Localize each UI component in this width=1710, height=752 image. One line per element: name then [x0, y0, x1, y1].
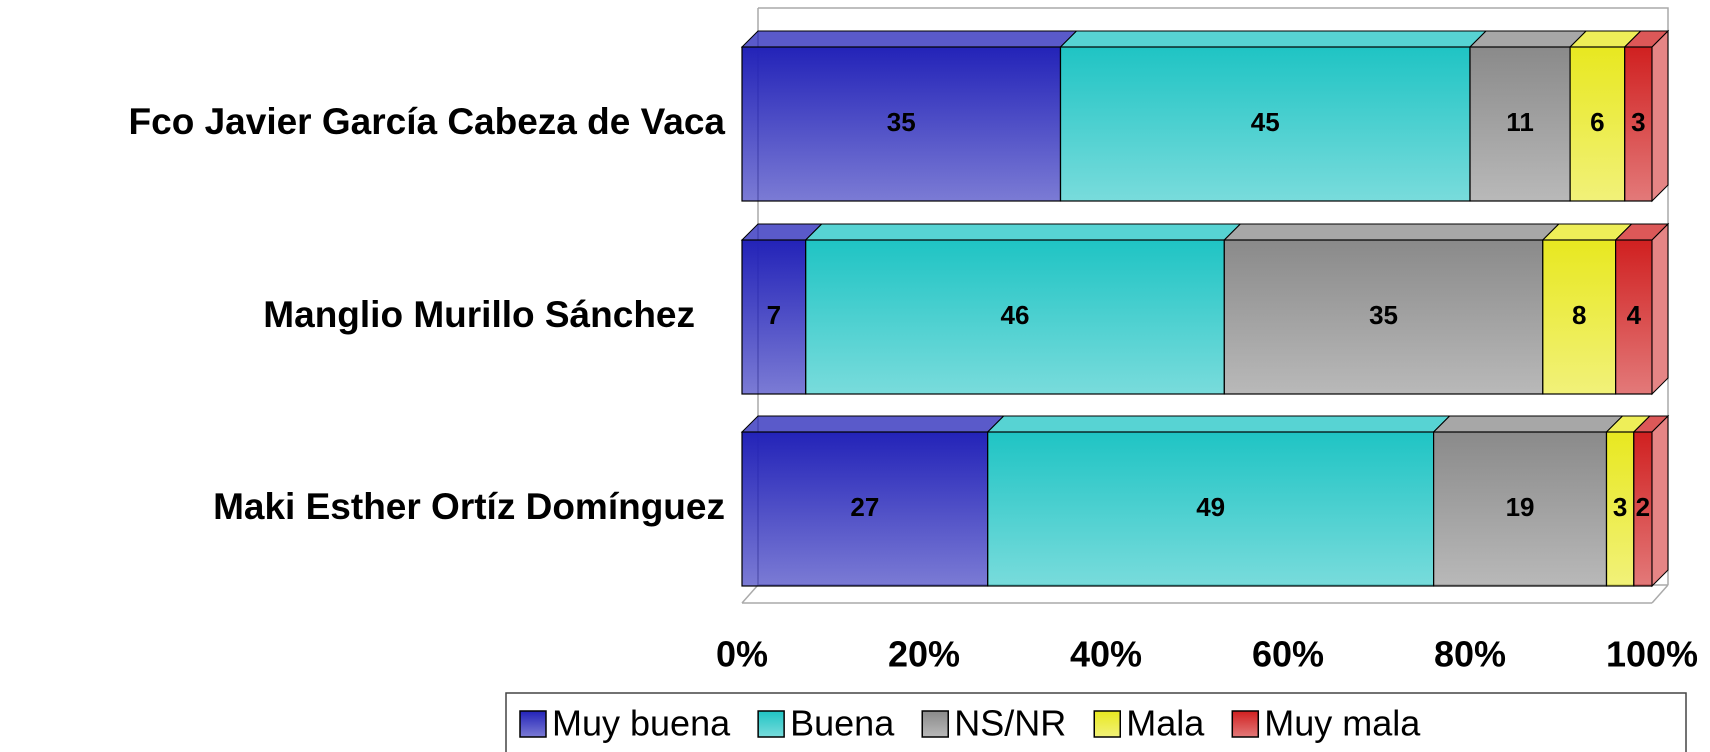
bar: [1624, 46, 1653, 202]
bar: [1569, 46, 1626, 202]
bar: [741, 431, 989, 587]
data-label: 27: [850, 492, 879, 522]
data-label: 19: [1506, 492, 1535, 522]
data-label: 3: [1613, 492, 1627, 522]
x-tick-label: 100%: [1606, 634, 1698, 675]
bar: [1542, 239, 1617, 395]
data-label: 7: [767, 300, 781, 330]
x-tick-label: 40%: [1070, 634, 1142, 675]
legend-swatch: [757, 710, 785, 738]
data-label: 45: [1251, 107, 1280, 137]
data-label: 8: [1572, 300, 1586, 330]
bar: [1223, 239, 1544, 395]
bar-top: [1468, 30, 1588, 48]
data-label: 3: [1631, 107, 1645, 137]
category-label: Manglio Murillo Sánchez: [263, 294, 695, 335]
legend-swatch: [921, 710, 949, 738]
legend-label: Muy mala: [1264, 703, 1421, 744]
data-label: 11: [1506, 107, 1534, 137]
bar-top: [1223, 223, 1561, 241]
x-tick-label: 60%: [1252, 634, 1324, 675]
data-label: 46: [1001, 300, 1030, 330]
data-label: 2: [1636, 492, 1650, 522]
bar: [805, 239, 1225, 395]
legend-label: Muy buena: [552, 703, 731, 744]
data-label: 35: [1369, 300, 1398, 330]
x-tick-label: 20%: [888, 634, 960, 675]
data-label: 35: [887, 107, 916, 137]
legend-swatch: [519, 710, 547, 738]
bar-top: [804, 223, 1242, 241]
bar: [1469, 46, 1571, 202]
bar-side: [1651, 414, 1669, 588]
category-label: Fco Javier García Cabeza de Vaca: [129, 101, 726, 142]
bar: [1432, 431, 1608, 587]
bar-top: [1432, 415, 1624, 433]
x-tick-label: 0%: [716, 634, 768, 675]
data-label: 6: [1590, 107, 1604, 137]
bar-top: [740, 415, 1005, 433]
bar-top: [986, 415, 1451, 433]
legend-label: Buena: [790, 703, 895, 744]
bar: [1059, 46, 1471, 202]
bar-top: [740, 30, 1078, 48]
legend-swatch: [1231, 710, 1260, 738]
legend-label: NS/NR: [954, 703, 1066, 744]
legend-label: Mala: [1126, 703, 1205, 744]
bar: [987, 431, 1435, 587]
bar: [741, 239, 807, 395]
bar-side: [1651, 29, 1669, 203]
data-label: 4: [1627, 300, 1642, 330]
legend-swatch: [1093, 710, 1121, 738]
bar-side: [1651, 222, 1669, 396]
bar-top: [1059, 30, 1488, 48]
data-label: 49: [1196, 492, 1225, 522]
category-label: Maki Esther Ortíz Domínguez: [213, 486, 725, 527]
x-tick-label: 80%: [1434, 634, 1506, 675]
